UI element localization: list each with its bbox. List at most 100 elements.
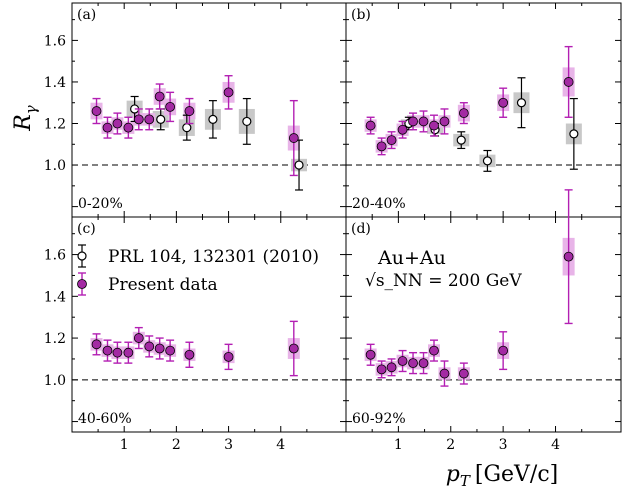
present-point [458, 368, 469, 379]
prl-point [294, 160, 304, 170]
present-point [365, 349, 376, 360]
y-tick-label: 1.4 [44, 75, 66, 91]
x-tick-label: 1 [394, 437, 403, 453]
y-tick-label: 1.0 [44, 373, 66, 389]
collision-energy-label: √s_NN = 200 GeV [365, 271, 522, 291]
present-point [102, 345, 113, 356]
present-point [133, 114, 144, 125]
panel-tag: (d) [351, 221, 371, 237]
present-point [184, 106, 195, 116]
centrality-label: 0-20% [78, 196, 123, 212]
prl-point [456, 135, 466, 145]
legend: PRL 104, 132301 (2010) Present data Au+A… [77, 244, 522, 296]
present-point [365, 120, 376, 131]
present-point [123, 347, 134, 358]
present-point [184, 349, 195, 360]
present-point [563, 77, 574, 87]
legend-marker-prl [77, 251, 87, 261]
present-point [154, 91, 165, 102]
x-axis-label-sub: T [460, 472, 471, 490]
y-tick-label: 1.2 [44, 331, 66, 347]
present-point [408, 116, 418, 127]
present-point [418, 358, 429, 369]
present-point [133, 333, 144, 343]
present-point [165, 345, 176, 356]
centrality-label: 20-40% [352, 196, 406, 212]
prl-point [516, 98, 527, 108]
y-tick-label: 1.6 [44, 33, 66, 49]
present-point [563, 251, 574, 262]
x-tick-label: 3 [499, 437, 508, 453]
x-axis-label-unit: [GeV/c] [475, 462, 558, 487]
present-point [439, 116, 450, 127]
present-point [223, 351, 234, 362]
present-point [376, 364, 387, 375]
y-tick-label: 1.0 [44, 158, 66, 174]
prl-point [156, 114, 166, 124]
panel-tag: (c) [77, 221, 96, 237]
y-tick-label: 1.2 [44, 117, 66, 133]
x-tick-label: 1 [120, 437, 129, 453]
present-point [288, 133, 299, 143]
present-point [91, 106, 102, 116]
present-point [418, 116, 429, 127]
panel-frame [345, 2, 622, 218]
panel-tag: (a) [77, 7, 96, 23]
legend-entry-present: Present data [77, 272, 218, 296]
present-point [429, 120, 439, 131]
present-point [154, 343, 165, 354]
x-tick-label: 4 [551, 437, 560, 453]
y-tick-label: 1.6 [44, 248, 66, 264]
present-point [439, 368, 450, 379]
legend-entry-prl: PRL 104, 132301 (2010) [77, 244, 319, 268]
panel-b: (b) 20-40% [345, 2, 622, 218]
present-point [498, 97, 509, 108]
panel-tag: (b) [351, 7, 371, 23]
present-point [376, 141, 387, 152]
y-axis-label-main: R [11, 114, 36, 132]
present-point [144, 114, 155, 125]
present-point [102, 122, 113, 133]
y-axis-label-sub: γ [22, 105, 40, 114]
present-point [112, 347, 123, 358]
present-point [91, 339, 102, 350]
panel-d: (d) 60-92% [345, 189, 622, 433]
present-point [123, 122, 134, 133]
prl-point [242, 116, 252, 127]
x-tick-label: 2 [172, 437, 181, 453]
x-tick-label: 2 [446, 437, 455, 453]
collision-system-label: Au+Au [377, 247, 446, 269]
legend-marker-present [77, 279, 87, 289]
legend-label-prl: PRL 104, 132301 (2010) [108, 247, 319, 267]
present-point [288, 343, 299, 354]
panel-a: (a) 0-20% [71, 2, 347, 218]
prl-point [208, 114, 218, 124]
present-point [223, 87, 234, 98]
present-point [408, 358, 418, 369]
centrality-label: 60-92% [352, 411, 406, 427]
present-point [429, 345, 439, 356]
panel-c: (c) 40-60% [71, 216, 347, 433]
present-point [397, 124, 408, 135]
present-point [498, 345, 509, 356]
present-point [386, 362, 397, 373]
centrality-label: 40-60% [78, 411, 132, 427]
present-point [112, 118, 123, 129]
x-tick-label: 4 [276, 437, 285, 453]
present-point [386, 135, 397, 146]
prl-point [482, 156, 493, 166]
present-point [397, 356, 408, 366]
panels: (a) 0-20% (b) 20-40% (c) 40-60% (d) 60-92% [71, 2, 622, 433]
x-axis-label: pT [GeV/c] [446, 462, 559, 490]
axis-labels: Rγ pT [GeV/c] 1.0 1.2 1.4 1.6 1.0 1.2 1.4 1.6 1 2 3… [11, 33, 560, 490]
prl-point [182, 123, 192, 133]
x-tick-label: 3 [224, 437, 233, 453]
panel-frame [345, 216, 622, 433]
present-point [144, 341, 155, 352]
present-point [165, 101, 176, 112]
y-tick-label: 1.4 [44, 289, 66, 305]
present-point [458, 108, 469, 119]
y-axis-label: Rγ [11, 105, 40, 132]
prl-point [569, 129, 579, 139]
